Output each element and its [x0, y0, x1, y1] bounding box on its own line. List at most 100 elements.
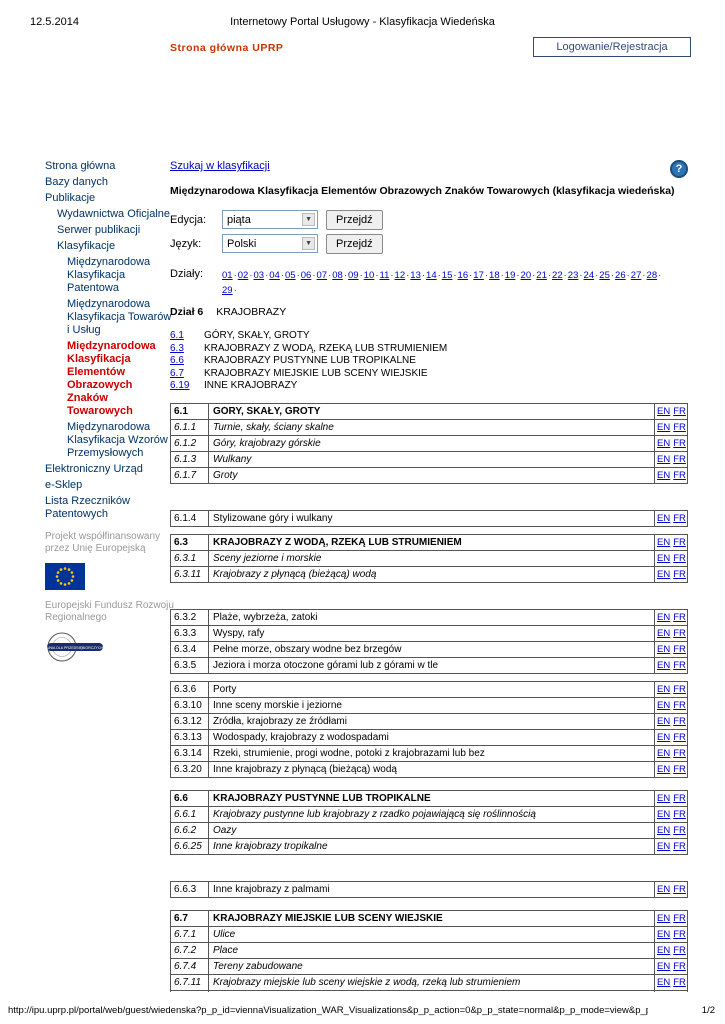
language-link[interactable]: EN [657, 883, 671, 895]
language-link[interactable]: EN [657, 536, 671, 548]
language-link[interactable]: FR [673, 960, 686, 972]
uprp-home-link[interactable]: Strona główna UPRP [170, 42, 284, 54]
sidebar-item[interactable]: Międzynarodowa Klasyfikacja Wzorów Przem… [67, 421, 168, 459]
sidebar-item[interactable]: Strona główna [45, 160, 116, 172]
chapter-link[interactable]: 03 [253, 270, 265, 281]
language-link[interactable]: FR [673, 683, 686, 695]
chapter-link[interactable]: 19 [504, 270, 516, 281]
language-link[interactable]: EN [657, 808, 671, 820]
language-link[interactable]: EN [657, 437, 671, 449]
chapter-link[interactable]: 01 [222, 270, 233, 281]
language-link[interactable]: FR [673, 976, 686, 988]
chapter-link[interactable]: 08 [332, 270, 343, 281]
language-link[interactable]: EN [657, 763, 671, 775]
language-link[interactable]: EN [657, 824, 671, 836]
language-link[interactable]: EN [657, 715, 671, 727]
language-link[interactable]: FR [673, 421, 686, 433]
sidebar-item[interactable]: Klasyfikacje [57, 240, 116, 252]
sidebar-item[interactable]: Bazy danych [45, 176, 108, 188]
language-link[interactable]: FR [673, 627, 686, 639]
language-link[interactable]: EN [657, 683, 671, 695]
language-link[interactable]: EN [657, 627, 671, 639]
language-link[interactable]: FR [673, 912, 686, 924]
sidebar-item[interactable]: Międzynarodowa Klasyfikacja Towarów i Us… [67, 298, 172, 336]
language-link[interactable]: FR [673, 659, 686, 671]
chapter-link[interactable]: 25 [599, 270, 610, 281]
chapter-link[interactable]: 20 [520, 270, 532, 281]
language-link[interactable]: EN [657, 405, 671, 417]
edition-select[interactable]: piąta ▼ [222, 210, 318, 229]
language-link[interactable]: FR [673, 568, 686, 580]
sidebar-item[interactable]: Lista Rzeczników Patentowych [45, 495, 130, 520]
language-link[interactable]: EN [657, 960, 671, 972]
language-link[interactable]: EN [657, 469, 671, 481]
language-link[interactable]: FR [673, 883, 686, 895]
language-select[interactable]: Polski ▼ [222, 234, 318, 253]
language-link[interactable]: EN [657, 699, 671, 711]
language-link[interactable]: FR [673, 715, 686, 727]
language-link[interactable]: EN [657, 453, 671, 465]
chapter-link[interactable]: 07 [316, 270, 328, 281]
chapter-link[interactable]: 11 [379, 270, 390, 281]
chapter-link[interactable]: 22 [552, 270, 563, 281]
login-register-button[interactable]: Logowanie/Rejestracja [533, 37, 691, 57]
language-link[interactable]: EN [657, 421, 671, 433]
chapter-link[interactable]: 21 [536, 270, 547, 281]
language-link[interactable]: FR [673, 469, 686, 481]
language-go-button[interactable]: Przejdź [326, 233, 383, 254]
language-link[interactable]: FR [673, 405, 686, 417]
language-link[interactable]: EN [657, 731, 671, 743]
index-code-link[interactable]: 6.1 [170, 330, 184, 341]
chapter-link[interactable]: 16 [457, 270, 469, 281]
help-icon[interactable]: ? [670, 160, 688, 178]
sidebar-item[interactable]: Serwer publikacji [57, 224, 141, 236]
index-code-link[interactable]: 6.7 [170, 367, 184, 379]
chapter-link[interactable]: 14 [426, 270, 437, 281]
language-link[interactable]: FR [673, 747, 686, 759]
index-code-link[interactable]: 6.3 [170, 342, 184, 354]
language-link[interactable]: EN [657, 659, 671, 671]
chapter-link[interactable]: 15 [441, 270, 453, 281]
chapter-link[interactable]: 12 [394, 270, 406, 281]
chapter-link[interactable]: 24 [583, 270, 595, 281]
sidebar-item[interactable]: Międzynarodowa Klasyfikacja Patentowa [67, 256, 151, 294]
language-link[interactable]: FR [673, 824, 686, 836]
language-link[interactable]: FR [673, 792, 686, 804]
chapter-link[interactable]: 23 [567, 270, 579, 281]
chapter-link[interactable]: 26 [615, 270, 626, 281]
chapter-link[interactable]: 29 [222, 285, 233, 296]
language-link[interactable]: EN [657, 747, 671, 759]
language-link[interactable]: FR [673, 512, 686, 524]
language-link[interactable]: FR [673, 928, 686, 940]
language-link[interactable]: EN [657, 912, 671, 924]
language-link[interactable]: FR [673, 944, 686, 956]
language-link[interactable]: EN [657, 840, 671, 852]
language-link[interactable]: FR [673, 643, 686, 655]
edition-go-button[interactable]: Przejdź [326, 209, 383, 230]
chapter-link[interactable]: 27 [630, 270, 642, 281]
language-link[interactable]: FR [673, 840, 686, 852]
sidebar-item[interactable]: Wydawnictwa Oficjalne [57, 208, 170, 220]
sidebar-item[interactable]: Elektroniczny Urząd [45, 463, 143, 475]
index-code-link[interactable]: 6.19 [170, 380, 190, 391]
chapter-link[interactable]: 06 [300, 270, 312, 281]
sidebar-item[interactable]: e-Sklep [45, 479, 83, 491]
language-link[interactable]: FR [673, 536, 686, 548]
language-link[interactable]: FR [673, 453, 686, 465]
index-code-link[interactable]: 6.6 [170, 355, 184, 366]
language-link[interactable]: FR [673, 437, 686, 449]
language-link[interactable]: FR [673, 699, 686, 711]
language-link[interactable]: FR [673, 808, 686, 820]
language-link[interactable]: EN [657, 568, 671, 580]
language-link[interactable]: EN [657, 611, 671, 623]
language-link[interactable]: EN [657, 552, 671, 564]
language-link[interactable]: FR [673, 731, 686, 743]
chapter-link[interactable]: 10 [363, 270, 375, 281]
chapter-link[interactable]: 09 [348, 270, 359, 281]
chapter-link[interactable]: 18 [489, 270, 500, 281]
search-in-classification-link[interactable]: Szukaj w klasyfikacji [170, 160, 270, 172]
language-link[interactable]: FR [673, 552, 686, 564]
chapter-link[interactable]: 04 [269, 270, 280, 281]
chapter-link[interactable]: 28 [646, 270, 658, 281]
language-link[interactable]: EN [657, 643, 671, 655]
